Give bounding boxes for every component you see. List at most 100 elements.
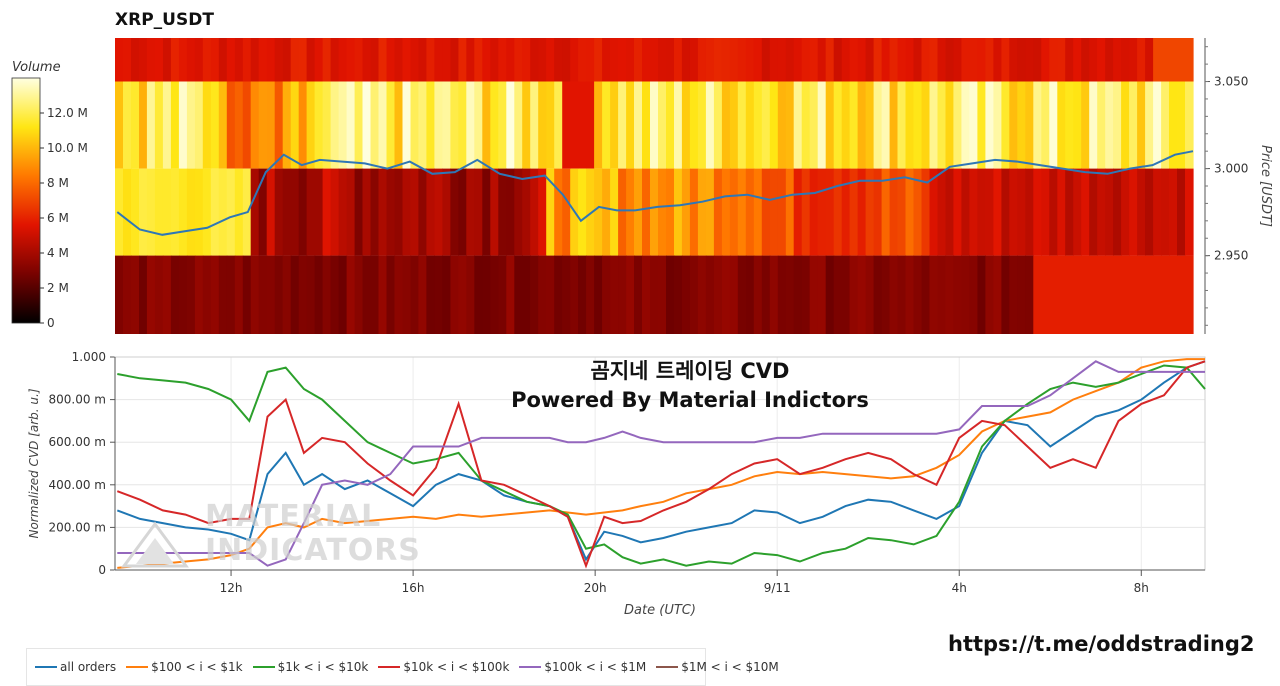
heatmap-cell bbox=[1177, 38, 1186, 82]
legend-item[interactable]: $1M < i < $10M bbox=[656, 660, 779, 674]
heatmap-cell bbox=[178, 168, 188, 256]
chart-title: XRP_USDT bbox=[115, 10, 214, 30]
heatmap-cell bbox=[146, 38, 156, 82]
legend-item[interactable]: $1k < i < $10k bbox=[252, 660, 368, 674]
heatmap-cell bbox=[578, 81, 587, 169]
heatmap-cell bbox=[378, 168, 388, 256]
heatmap-cell bbox=[258, 81, 268, 169]
heatmap-cell bbox=[1017, 81, 1026, 169]
heatmap-cell bbox=[793, 81, 803, 169]
heatmap-cell bbox=[1025, 81, 1034, 169]
heatmap-cell bbox=[905, 168, 915, 256]
legend-item[interactable]: all orders bbox=[35, 660, 116, 674]
heatmap-cell bbox=[1153, 81, 1162, 169]
heatmap-cell bbox=[889, 38, 899, 82]
legend-item[interactable]: $10k < i < $100k bbox=[378, 660, 509, 674]
price-axis-tick-label: 3.000 bbox=[1214, 162, 1248, 176]
heatmap-cell bbox=[793, 255, 803, 334]
heatmap-cell bbox=[354, 81, 364, 169]
heatmap-cell bbox=[139, 38, 148, 82]
heatmap-cell bbox=[705, 38, 715, 82]
heatmap-cell bbox=[929, 38, 939, 82]
heatmap-cell bbox=[809, 255, 819, 334]
heatmap-cell bbox=[434, 255, 443, 334]
heatmap-cell bbox=[618, 38, 627, 82]
heatmap-cell bbox=[745, 255, 755, 334]
heatmap-cell bbox=[897, 255, 907, 334]
heatmap-cell bbox=[1121, 255, 1130, 334]
heatmap-cell bbox=[817, 38, 827, 82]
heatmap-cell bbox=[506, 38, 515, 82]
heatmap-cell bbox=[194, 81, 204, 169]
heatmap-cell bbox=[282, 81, 292, 169]
cvd-chart: 0 200.00 m 400.00 m 600.00 m 800.00 m 1.000 12… bbox=[27, 350, 1206, 618]
legend-item[interactable]: $100k < i < $1M bbox=[519, 660, 646, 674]
heatmap-cell bbox=[434, 38, 443, 82]
heatmap-cell bbox=[410, 168, 420, 256]
heatmap-cell bbox=[562, 81, 571, 169]
colorbar-tick-label: 12.0 M bbox=[47, 106, 88, 120]
heatmap-cell bbox=[450, 168, 459, 256]
heatmap-cell bbox=[154, 255, 164, 334]
heatmap-cell bbox=[586, 81, 595, 169]
telegram-link[interactable]: https://t.me/oddstrading2 bbox=[948, 632, 1255, 656]
heatmap-cell bbox=[977, 81, 986, 169]
heatmap-cell bbox=[881, 38, 891, 82]
heatmap-cell bbox=[442, 255, 451, 334]
heatmap-cell bbox=[833, 168, 843, 256]
heatmap-cell bbox=[801, 81, 811, 169]
heatmap-cell bbox=[115, 38, 124, 82]
heatmap-cell bbox=[418, 81, 427, 169]
heatmap-cell bbox=[322, 81, 332, 169]
heatmap-cell bbox=[570, 38, 579, 82]
heatmap-cell bbox=[1177, 255, 1186, 334]
heatmap-cell bbox=[131, 255, 140, 334]
heatmap-cell bbox=[1017, 38, 1026, 82]
heatmap-cell bbox=[1057, 255, 1066, 334]
heatmap-cell bbox=[234, 38, 244, 82]
heatmap-cell bbox=[1025, 255, 1034, 334]
price-axis-tick-label: 2.950 bbox=[1214, 249, 1248, 263]
heatmap-cell bbox=[570, 255, 579, 334]
heatmap-cell bbox=[1001, 81, 1010, 169]
heatmap-cell bbox=[674, 168, 683, 256]
heatmap-cell bbox=[681, 38, 691, 82]
heatmap-cell bbox=[1113, 81, 1122, 169]
cvd-x-tick-label: 20h bbox=[584, 581, 607, 595]
heatmap-cell bbox=[833, 38, 843, 82]
colorbar-tick-label: 6 M bbox=[47, 211, 69, 225]
heatmap-cell bbox=[793, 38, 803, 82]
heatmap-cell bbox=[154, 38, 164, 82]
heatmap-cell bbox=[1081, 81, 1090, 169]
heatmap-cell bbox=[514, 168, 523, 256]
cvd-x-tick-label: 12h bbox=[220, 581, 243, 595]
heatmap-cell bbox=[131, 168, 140, 256]
heatmap-cell bbox=[1185, 38, 1194, 82]
heatmap-cell bbox=[139, 255, 148, 334]
heatmap-chart: 3.050 3.000 2.950 Price [USDT] 12.0 M 10.0 M 8… bbox=[11, 38, 1273, 334]
heatmap-cell bbox=[689, 81, 699, 169]
heatmap-cell bbox=[490, 81, 499, 169]
heatmap-cell bbox=[242, 81, 252, 169]
legend-item[interactable]: $100 < i < $1k bbox=[126, 660, 243, 674]
heatmap-cell bbox=[450, 255, 459, 334]
heatmap-cell bbox=[857, 81, 867, 169]
heatmap-cell bbox=[178, 38, 188, 82]
heatmap-cell bbox=[1017, 168, 1026, 256]
legend-swatch bbox=[378, 666, 401, 668]
heatmap-cell bbox=[857, 38, 867, 82]
heatmap-cell bbox=[202, 255, 212, 334]
heatmap-cell bbox=[314, 255, 324, 334]
heatmap-cell bbox=[1065, 38, 1074, 82]
heatmap-cell bbox=[234, 255, 244, 334]
legend: all orders $100 < i < $1k $1k < i < $10k $1… bbox=[26, 648, 779, 686]
heatmap-cell bbox=[346, 255, 356, 334]
heatmap-cell bbox=[634, 168, 643, 256]
heatmap-cell bbox=[258, 255, 268, 334]
heatmap-cell bbox=[697, 81, 707, 169]
heatmap-cell bbox=[362, 255, 372, 334]
heatmap-cell bbox=[522, 81, 531, 169]
heatmap-cell bbox=[186, 38, 196, 82]
heatmap-cell bbox=[634, 38, 643, 82]
heatmap-cell bbox=[993, 255, 1002, 334]
